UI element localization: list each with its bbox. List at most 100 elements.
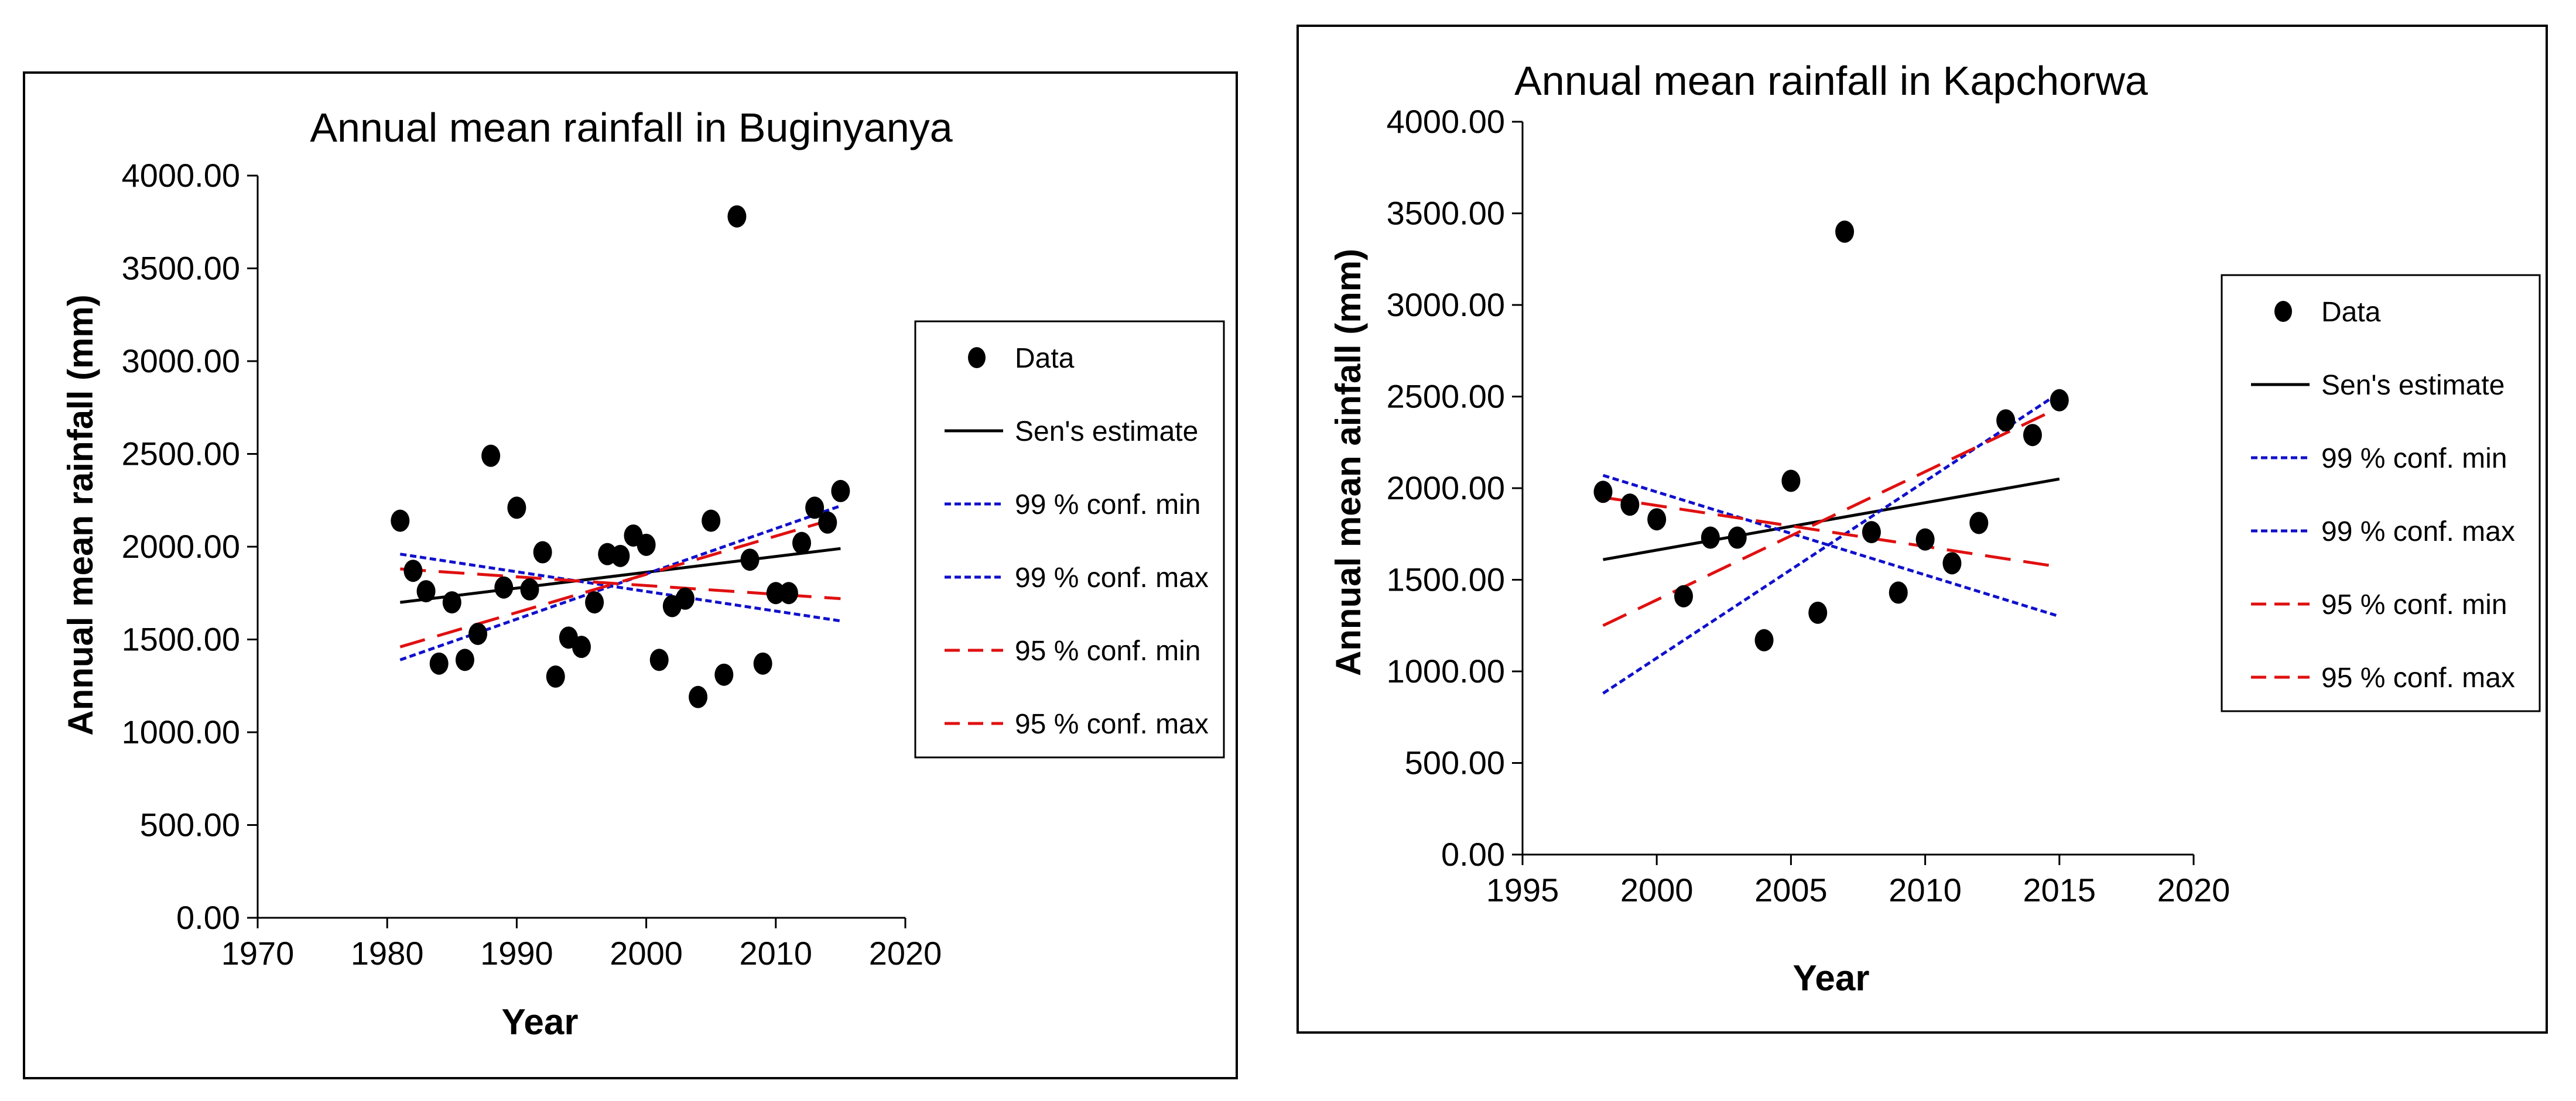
x-tick-label: 2010 bbox=[740, 935, 813, 972]
x-tick-label: 2020 bbox=[2157, 872, 2231, 908]
data-point bbox=[1781, 469, 1801, 492]
data-point bbox=[1647, 508, 1667, 531]
legend-label: 95 % conf. min bbox=[2321, 589, 2507, 620]
data-point bbox=[649, 649, 669, 671]
data-point bbox=[468, 622, 488, 645]
legend-label: Sen's estimate bbox=[2321, 370, 2505, 401]
y-tick-label: 2000.00 bbox=[1387, 469, 1505, 506]
data-point bbox=[1889, 581, 1908, 604]
data-point bbox=[1996, 409, 2016, 432]
data-point bbox=[1754, 629, 1774, 651]
y-tick-label: 1000.00 bbox=[1387, 653, 1505, 690]
x-tick-label: 2000 bbox=[610, 935, 683, 972]
data-point bbox=[714, 663, 734, 686]
x-tick-label: 1995 bbox=[1486, 872, 1559, 908]
data-point bbox=[494, 576, 514, 599]
data-point bbox=[2023, 424, 2042, 447]
chart-title: Annual mean rainfall in Kapchorwa bbox=[1514, 58, 2148, 104]
data-point bbox=[1620, 493, 1640, 516]
data-point bbox=[1862, 521, 1881, 544]
data-point bbox=[753, 652, 772, 675]
data-point bbox=[533, 541, 552, 564]
x-tick-label: 2020 bbox=[869, 935, 942, 972]
data-point bbox=[766, 582, 785, 605]
y-tick-label: 0.00 bbox=[1441, 836, 1505, 873]
legend-label: Data bbox=[1015, 343, 1075, 374]
y-tick-label: 2500.00 bbox=[122, 435, 240, 472]
y-tick-label: 3000.00 bbox=[122, 342, 240, 379]
legend-label: Sen's estimate bbox=[1015, 416, 1198, 447]
data-point bbox=[507, 496, 526, 519]
series-line bbox=[1602, 392, 2061, 695]
legend-label: 95 % conf. max bbox=[1015, 709, 1209, 740]
data-point bbox=[429, 652, 449, 675]
y-tick-label: 2000.00 bbox=[122, 528, 240, 565]
y-tick-label: 500.00 bbox=[1405, 745, 1505, 781]
chart-buginyanya: Annual mean rainfall in Buginyanya Year … bbox=[61, 105, 1225, 1042]
legend-marker bbox=[2274, 301, 2292, 322]
data-point bbox=[675, 587, 695, 610]
y-tick-label: 3500.00 bbox=[1387, 195, 1505, 232]
y-tick-label: 4000.00 bbox=[1387, 103, 1505, 140]
data-point bbox=[455, 649, 474, 671]
chart-kapchorwa: Annual mean rainfall in Kapchorwa Year A… bbox=[1329, 58, 2541, 999]
legend-label: Data bbox=[2321, 297, 2381, 328]
x-tick-label: 2005 bbox=[1754, 872, 1828, 908]
data-point bbox=[1727, 526, 1747, 549]
x-tick-label: 2015 bbox=[2023, 872, 2096, 908]
data-point bbox=[481, 444, 501, 467]
data-point bbox=[2050, 389, 2069, 411]
data-point bbox=[611, 544, 630, 567]
data-point bbox=[805, 496, 825, 519]
data-point bbox=[416, 580, 436, 603]
legend-label: 99 % conf. min bbox=[2321, 443, 2507, 474]
y-tick-label: 4000.00 bbox=[122, 157, 240, 194]
data-point bbox=[1674, 585, 1694, 608]
y-tick-label: 3500.00 bbox=[122, 250, 240, 287]
data-point bbox=[792, 531, 812, 554]
x-tick-label: 1990 bbox=[480, 935, 553, 972]
series-line bbox=[1603, 477, 2060, 561]
legend-box bbox=[2221, 274, 2541, 712]
x-tick-label: 2010 bbox=[1889, 872, 1962, 908]
data-point bbox=[740, 548, 760, 571]
y-axis-label: Annual mean ainfall (mm) bbox=[1329, 249, 1368, 676]
series-line bbox=[399, 553, 841, 623]
y-tick-label: 500.00 bbox=[140, 807, 240, 843]
data-point bbox=[689, 685, 708, 708]
y-axis-label: Annual mean rainfall (mm) bbox=[61, 294, 100, 735]
legend-marker bbox=[968, 347, 986, 368]
legend-label: 95 % conf. max bbox=[2321, 663, 2515, 694]
data-point bbox=[1969, 512, 1989, 534]
data-point bbox=[1808, 601, 1828, 624]
chart-title: Annual mean rainfall in Buginyanya bbox=[310, 105, 952, 150]
y-tick-label: 1500.00 bbox=[1387, 561, 1505, 598]
data-point bbox=[831, 479, 850, 502]
data-point bbox=[779, 582, 798, 605]
data-point bbox=[520, 578, 539, 601]
data-point bbox=[1915, 528, 1935, 551]
y-tick-label: 2500.00 bbox=[1387, 378, 1505, 415]
data-point bbox=[546, 665, 565, 688]
data-point bbox=[572, 636, 591, 658]
data-point bbox=[391, 509, 410, 532]
data-point bbox=[403, 560, 423, 582]
x-tick-label: 1970 bbox=[221, 935, 295, 972]
legend-label: 99 % conf. min bbox=[1015, 489, 1200, 520]
data-point bbox=[1835, 220, 1855, 243]
data-point bbox=[1593, 481, 1613, 503]
y-tick-label: 0.00 bbox=[176, 899, 240, 936]
y-tick-label: 3000.00 bbox=[1387, 286, 1505, 323]
x-tick-label: 1980 bbox=[351, 935, 424, 972]
legend-label: 99 % conf. max bbox=[1015, 562, 1209, 594]
legend-label: 99 % conf. max bbox=[2321, 516, 2515, 547]
x-tick-label: 2000 bbox=[1620, 872, 1694, 908]
x-axis-label: Year bbox=[1792, 958, 1869, 999]
y-tick-label: 1500.00 bbox=[122, 621, 240, 658]
data-point bbox=[442, 591, 461, 614]
y-tick-label: 1000.00 bbox=[122, 714, 240, 750]
data-point bbox=[585, 591, 604, 614]
data-point bbox=[637, 533, 656, 556]
x-axis-label: Year bbox=[501, 1002, 578, 1042]
